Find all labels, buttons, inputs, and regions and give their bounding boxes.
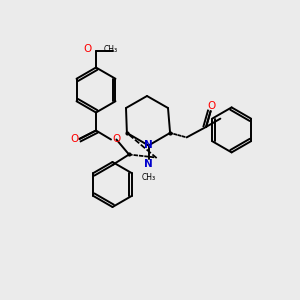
Text: O: O xyxy=(112,134,121,145)
Text: CH₃: CH₃ xyxy=(142,173,156,182)
Text: N: N xyxy=(144,159,153,170)
Text: CH₃: CH₃ xyxy=(103,45,118,54)
Text: O: O xyxy=(70,134,78,144)
Text: N: N xyxy=(144,140,153,150)
Text: O: O xyxy=(207,101,215,111)
Text: O: O xyxy=(83,44,92,55)
